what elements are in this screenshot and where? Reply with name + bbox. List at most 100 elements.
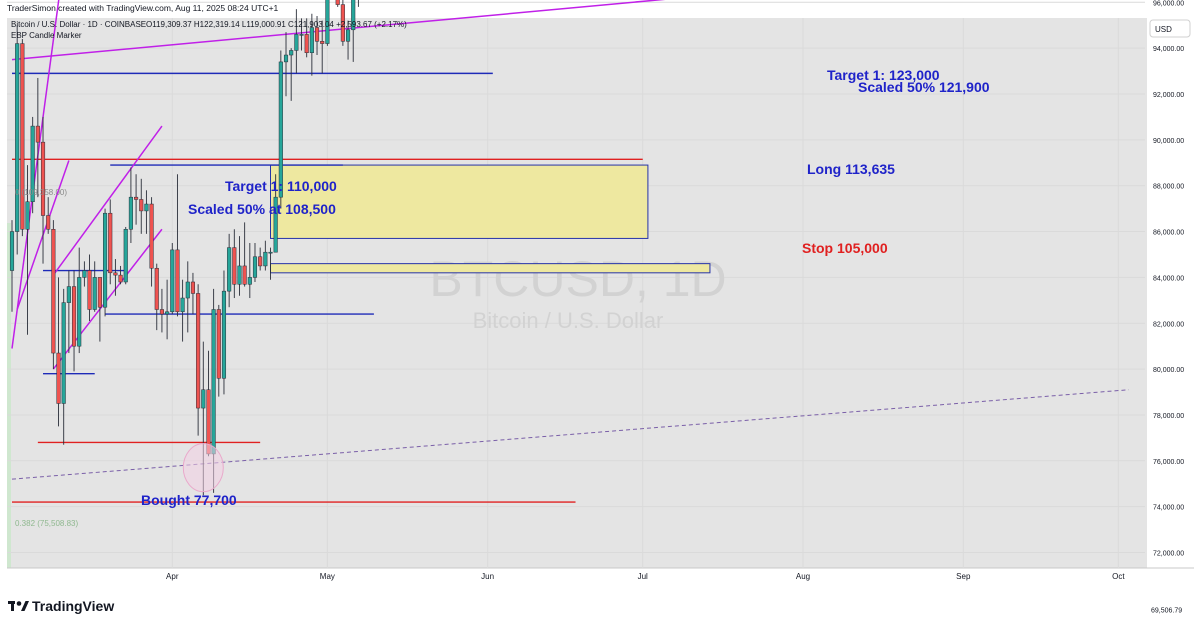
candle-down[interactable] xyxy=(320,20,325,74)
price-axis-panel[interactable] xyxy=(1146,18,1194,568)
candle-body xyxy=(159,309,164,315)
candle-down[interactable] xyxy=(154,263,159,331)
dashed-trendline[interactable] xyxy=(11,389,1129,480)
candle-up[interactable] xyxy=(9,220,15,312)
candle-up[interactable] xyxy=(263,240,268,271)
candle-up[interactable] xyxy=(180,279,185,342)
candle-body xyxy=(71,286,77,347)
trendline[interactable] xyxy=(11,0,1129,61)
candle-up[interactable] xyxy=(268,247,273,280)
symbol-legend[interactable]: Bitcoin / U.S. Dollar · 1D · COINBASE O1… xyxy=(7,20,407,29)
candle-body xyxy=(309,27,314,53)
candle-body xyxy=(165,311,170,315)
candle-body xyxy=(92,277,97,310)
candle-down[interactable] xyxy=(113,259,118,296)
candle-down[interactable] xyxy=(97,277,102,342)
supply-demand-zone[interactable] xyxy=(270,164,649,239)
tradingview-logo[interactable]: TradingView xyxy=(8,598,114,614)
candle-down[interactable] xyxy=(242,222,247,287)
candle-down[interactable] xyxy=(190,272,195,315)
candle-up[interactable] xyxy=(144,190,149,234)
candle-down[interactable] xyxy=(258,247,263,271)
candle-down[interactable] xyxy=(71,270,77,372)
entry-highlight-circle[interactable] xyxy=(182,443,224,493)
candle-up[interactable] xyxy=(123,226,128,285)
candle-up[interactable] xyxy=(66,270,71,354)
time-tick-label: Jul xyxy=(638,572,648,581)
candle-up[interactable] xyxy=(237,236,242,296)
trendline[interactable] xyxy=(11,0,69,349)
symbol-title[interactable]: Bitcoin / U.S. Dollar · 1D · COINBASE xyxy=(11,20,146,29)
candle-down[interactable] xyxy=(40,116,46,264)
candle-up[interactable] xyxy=(273,174,278,253)
candle-up[interactable] xyxy=(252,243,258,282)
candle-down[interactable] xyxy=(118,265,123,285)
candle-down[interactable] xyxy=(196,284,201,436)
annotation-stop: Stop 105,000 xyxy=(802,240,888,256)
candle-body xyxy=(351,0,356,31)
candle-down[interactable] xyxy=(159,288,164,333)
candle-up[interactable] xyxy=(61,288,66,445)
candle-up[interactable] xyxy=(165,279,170,340)
candle-body xyxy=(154,267,159,310)
candle-down[interactable] xyxy=(51,220,56,370)
candle-down[interactable] xyxy=(335,0,340,7)
candle-up[interactable] xyxy=(289,48,294,101)
candle-up[interactable] xyxy=(278,50,283,209)
candle-up[interactable] xyxy=(82,261,87,287)
candle-body xyxy=(247,277,252,285)
candle-up[interactable] xyxy=(357,0,361,7)
candle-down[interactable] xyxy=(56,277,61,427)
candle-down[interactable] xyxy=(46,197,51,234)
candle-up[interactable] xyxy=(283,32,289,97)
candle-up[interactable] xyxy=(299,18,304,51)
candle-down[interactable] xyxy=(20,38,25,237)
trendline[interactable] xyxy=(52,228,163,370)
candle-up[interactable] xyxy=(77,247,82,354)
annotation-target1-left: Target 1: 110,000 xyxy=(225,178,337,194)
price-tick-label: 86,000.00 xyxy=(1153,230,1184,237)
candle-down[interactable] xyxy=(139,178,144,234)
candle-up[interactable] xyxy=(221,270,227,395)
candle-up[interactable] xyxy=(309,13,314,76)
candle-down[interactable] xyxy=(134,174,139,225)
candle-up[interactable] xyxy=(128,167,133,244)
candle-up[interactable] xyxy=(227,233,232,308)
supply-demand-zone[interactable] xyxy=(270,263,711,274)
candle-down[interactable] xyxy=(108,199,113,285)
candle-down[interactable] xyxy=(304,18,309,58)
candle-body xyxy=(35,125,40,143)
candle-body xyxy=(283,54,289,63)
candle-up[interactable] xyxy=(25,165,30,335)
candle-down[interactable] xyxy=(175,174,180,317)
candle-body xyxy=(346,29,351,42)
candle-body xyxy=(87,270,92,310)
candle-up[interactable] xyxy=(325,0,330,46)
time-tick-label: Jun xyxy=(481,572,494,581)
candle-up[interactable] xyxy=(351,0,356,62)
indicator-title[interactable]: EBP Candle Marker xyxy=(11,31,82,40)
currency-button[interactable]: USD xyxy=(1149,19,1191,38)
candle-down[interactable] xyxy=(216,304,221,397)
candle-down[interactable] xyxy=(149,197,154,287)
candle-down[interactable] xyxy=(87,254,92,321)
ohlc-readout: O119,309.37 H122,319.14 L119,000.91 C121… xyxy=(146,20,407,29)
candle-up[interactable] xyxy=(247,243,252,299)
annotation-long: Long 113,635 xyxy=(807,161,895,177)
candle-up[interactable] xyxy=(30,116,35,214)
candle-up[interactable] xyxy=(346,20,351,60)
price-tick-label: 82,000.00 xyxy=(1153,321,1184,328)
candle-body xyxy=(128,196,133,230)
candle-up[interactable] xyxy=(185,261,190,333)
candle-body xyxy=(263,251,268,267)
candle-up[interactable] xyxy=(170,243,175,315)
candle-up[interactable] xyxy=(92,261,97,312)
candle-down[interactable] xyxy=(314,16,320,56)
candle-up[interactable] xyxy=(103,208,108,317)
candle-up[interactable] xyxy=(294,9,299,74)
candle-up[interactable] xyxy=(15,25,20,255)
candle-down[interactable] xyxy=(232,229,237,299)
trendline[interactable] xyxy=(52,125,163,276)
candle-down[interactable] xyxy=(35,77,40,198)
candle-down[interactable] xyxy=(340,0,345,46)
